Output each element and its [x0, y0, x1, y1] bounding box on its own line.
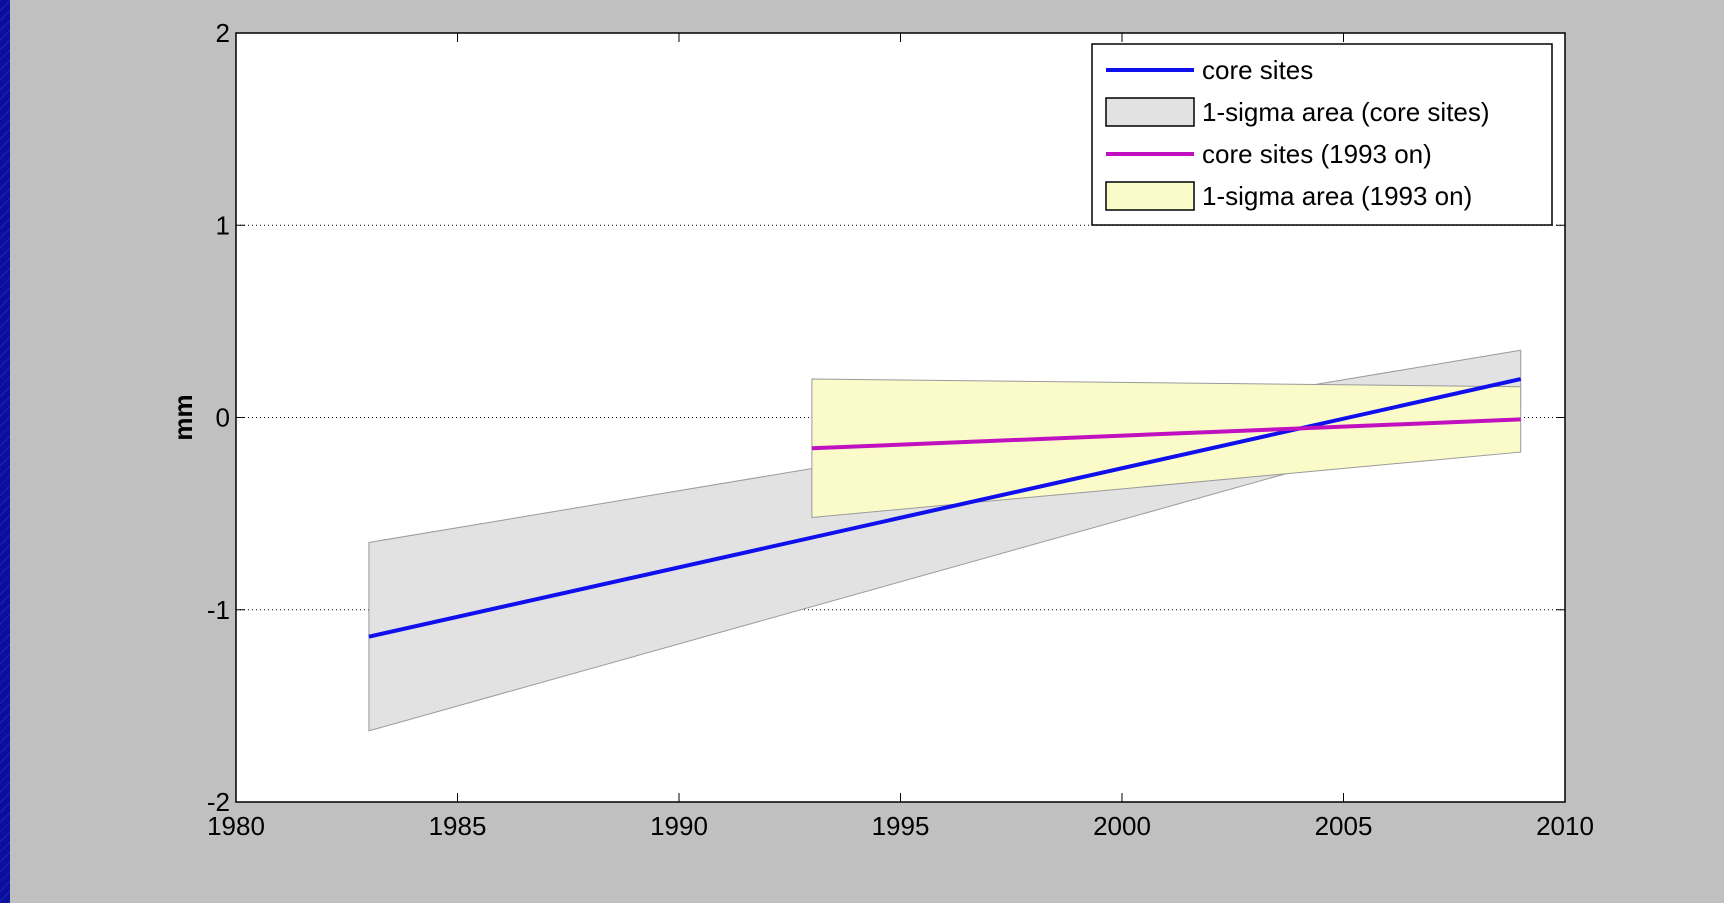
legend-label: core sites (1993 on) — [1202, 139, 1432, 169]
y-tick-label: 2 — [216, 18, 230, 48]
legend: core sites 1-sigma area (core sites) core … — [1091, 43, 1553, 226]
recent-sigma-band — [811, 378, 1522, 519]
chart-panel: 1980 1985 1990 1995 2000 2005 2010 -2 -1 0 1 2 mm cor… — [10, 0, 1724, 903]
legend-label: 1-sigma area (1993 on) — [1202, 181, 1472, 211]
x-tick-label: 2000 — [1093, 811, 1151, 841]
x-tick-label: 1990 — [650, 811, 708, 841]
y-tick-label: 0 — [216, 403, 230, 433]
core-sites-line — [368, 377, 1522, 639]
y-tick-label: -1 — [207, 595, 230, 625]
core-sites-1993-line — [811, 417, 1521, 451]
x-tick-label: 1985 — [429, 811, 487, 841]
legend-swatch-patch — [1105, 181, 1195, 211]
x-tick-label: 2010 — [1536, 811, 1594, 841]
x-tick-label: 1980 — [207, 811, 265, 841]
legend-label: core sites — [1202, 55, 1313, 85]
y-tick-label: -2 — [207, 787, 230, 817]
y-axis-label: mm — [168, 394, 198, 440]
y-tick-label: 1 — [216, 210, 230, 240]
x-tick-label: 1995 — [872, 811, 930, 841]
legend-swatch-patch — [1105, 97, 1195, 127]
x-tick-label: 2005 — [1315, 811, 1373, 841]
chart: 1980 1985 1990 1995 2000 2005 2010 -2 -1 0 1 2 mm cor… — [168, 18, 1594, 841]
legend-label: 1-sigma area (core sites) — [1202, 97, 1490, 127]
